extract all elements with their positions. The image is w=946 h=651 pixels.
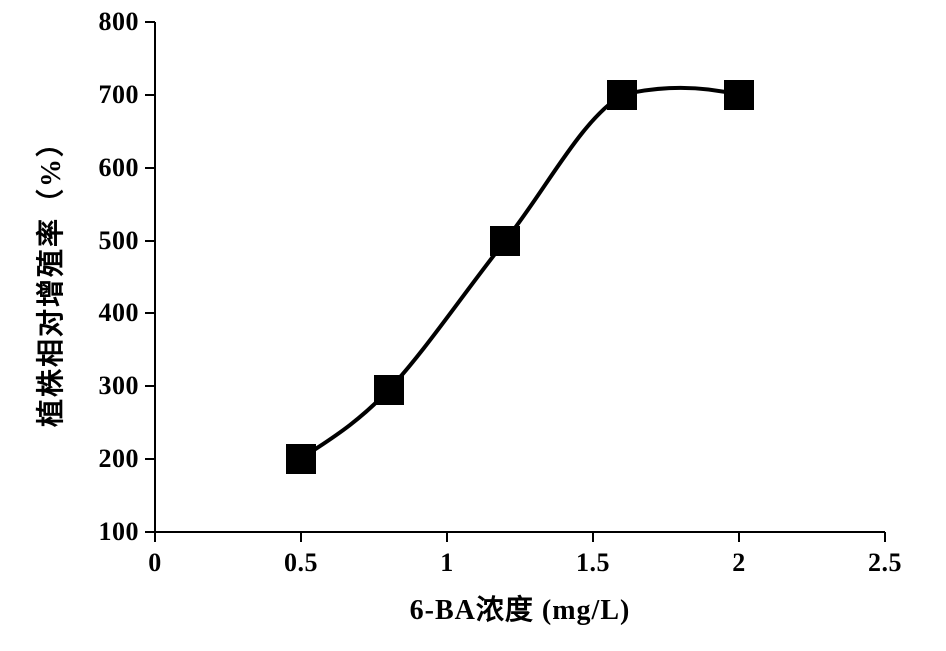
data-marker bbox=[607, 80, 637, 110]
data-marker bbox=[374, 375, 404, 405]
data-marker bbox=[286, 444, 316, 474]
line-layer bbox=[0, 0, 946, 651]
chart-container: 10020030040050060070080000.511.522.5 植株相… bbox=[0, 0, 946, 651]
data-marker bbox=[490, 226, 520, 256]
data-marker bbox=[724, 80, 754, 110]
series-line bbox=[301, 88, 739, 459]
